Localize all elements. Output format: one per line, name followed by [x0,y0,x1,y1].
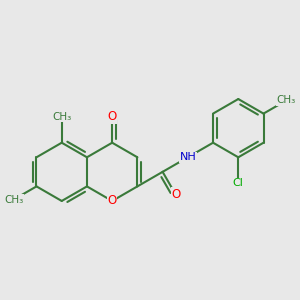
Text: NH: NH [179,152,196,162]
Text: O: O [107,110,117,123]
Text: O: O [171,188,180,201]
Text: CH₃: CH₃ [277,95,296,106]
Text: CH₃: CH₃ [4,194,23,205]
Text: Cl: Cl [233,178,244,188]
Text: O: O [107,194,117,208]
Text: CH₃: CH₃ [52,112,71,122]
